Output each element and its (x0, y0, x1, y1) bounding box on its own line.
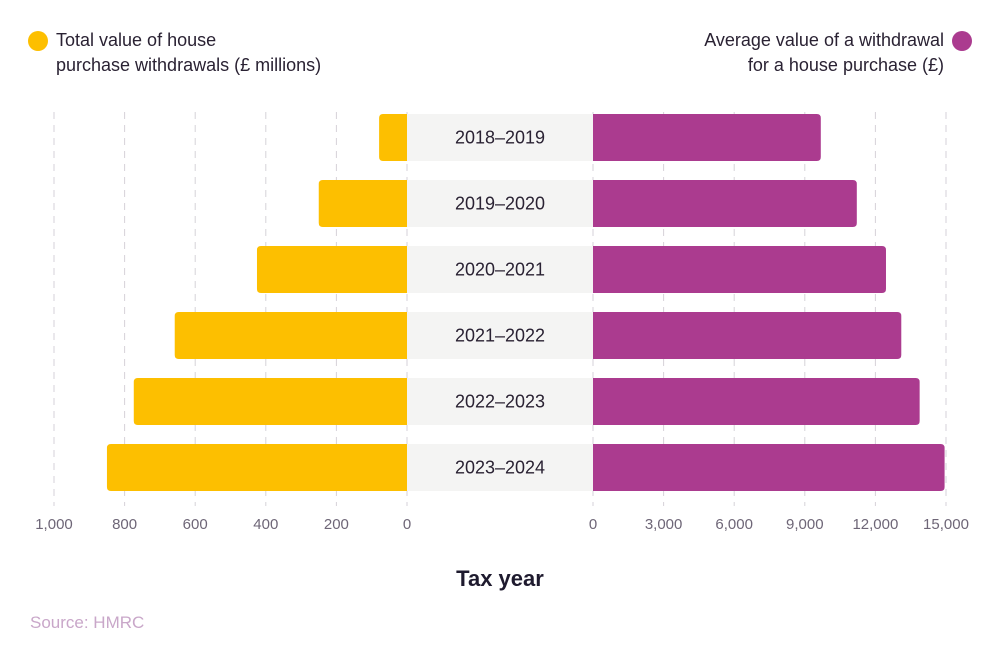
bar-right (593, 114, 821, 161)
category-label: 2022–2023 (455, 392, 545, 412)
category-label: 2021–2022 (455, 326, 545, 346)
category-label: 2023–2024 (455, 458, 545, 478)
category-band (407, 114, 593, 161)
category-label: 2018–2019 (455, 128, 545, 148)
legend-right: Average value of a withdrawal for a hous… (704, 28, 972, 78)
x-tick-left: 0 (403, 516, 411, 533)
bar-left (174, 312, 407, 359)
x-tick-left: 800 (112, 516, 137, 533)
category-label: 2019–2020 (455, 194, 545, 214)
legend-dot-yellow-icon (28, 31, 48, 51)
x-tick-right: 9,000 (786, 516, 824, 533)
category-label: 2020–2021 (455, 260, 545, 280)
bar-left (318, 180, 407, 227)
bar-left (106, 444, 407, 491)
legend-left: Total value of house purchase withdrawal… (28, 28, 321, 78)
legend-right-line1: Average value of a withdrawal (704, 30, 944, 50)
category-band (407, 444, 593, 491)
x-tick-right: 6,000 (715, 516, 753, 533)
category-band (407, 246, 593, 293)
x-tick-left: 400 (253, 516, 278, 533)
bar-right (593, 180, 857, 227)
x-tick-left: 600 (183, 516, 208, 533)
bar-right (593, 378, 920, 425)
x-axis-title: Tax year (456, 566, 544, 591)
bar-left (379, 114, 407, 161)
x-tick-right: 15,000 (923, 516, 969, 533)
butterfly-chart: 2018–2019 2019–2020 2020–2021 2021–2022 2022… (35, 112, 969, 533)
legend-left-line2: purchase withdrawals (£ millions) (56, 55, 322, 75)
legend-dot-purple-icon (952, 31, 972, 51)
x-tick-right: 12,000 (852, 516, 898, 533)
bar-right (593, 444, 945, 491)
source-note: Source: HMRC (30, 613, 145, 632)
legend-left-line1: Total value of house (56, 30, 217, 50)
bar-left (133, 378, 407, 425)
bar-right (593, 246, 886, 293)
legend-right-line2: for a house purchase (£) (747, 55, 944, 75)
bar-left (256, 246, 407, 293)
x-tick-left: 200 (324, 516, 349, 533)
x-tick-right: 0 (589, 516, 597, 533)
category-band (407, 312, 593, 359)
category-band (407, 180, 593, 227)
bar-right (593, 312, 902, 359)
x-tick-left: 1,000 (35, 516, 73, 533)
x-tick-right: 3,000 (645, 516, 683, 533)
category-band (407, 378, 593, 425)
